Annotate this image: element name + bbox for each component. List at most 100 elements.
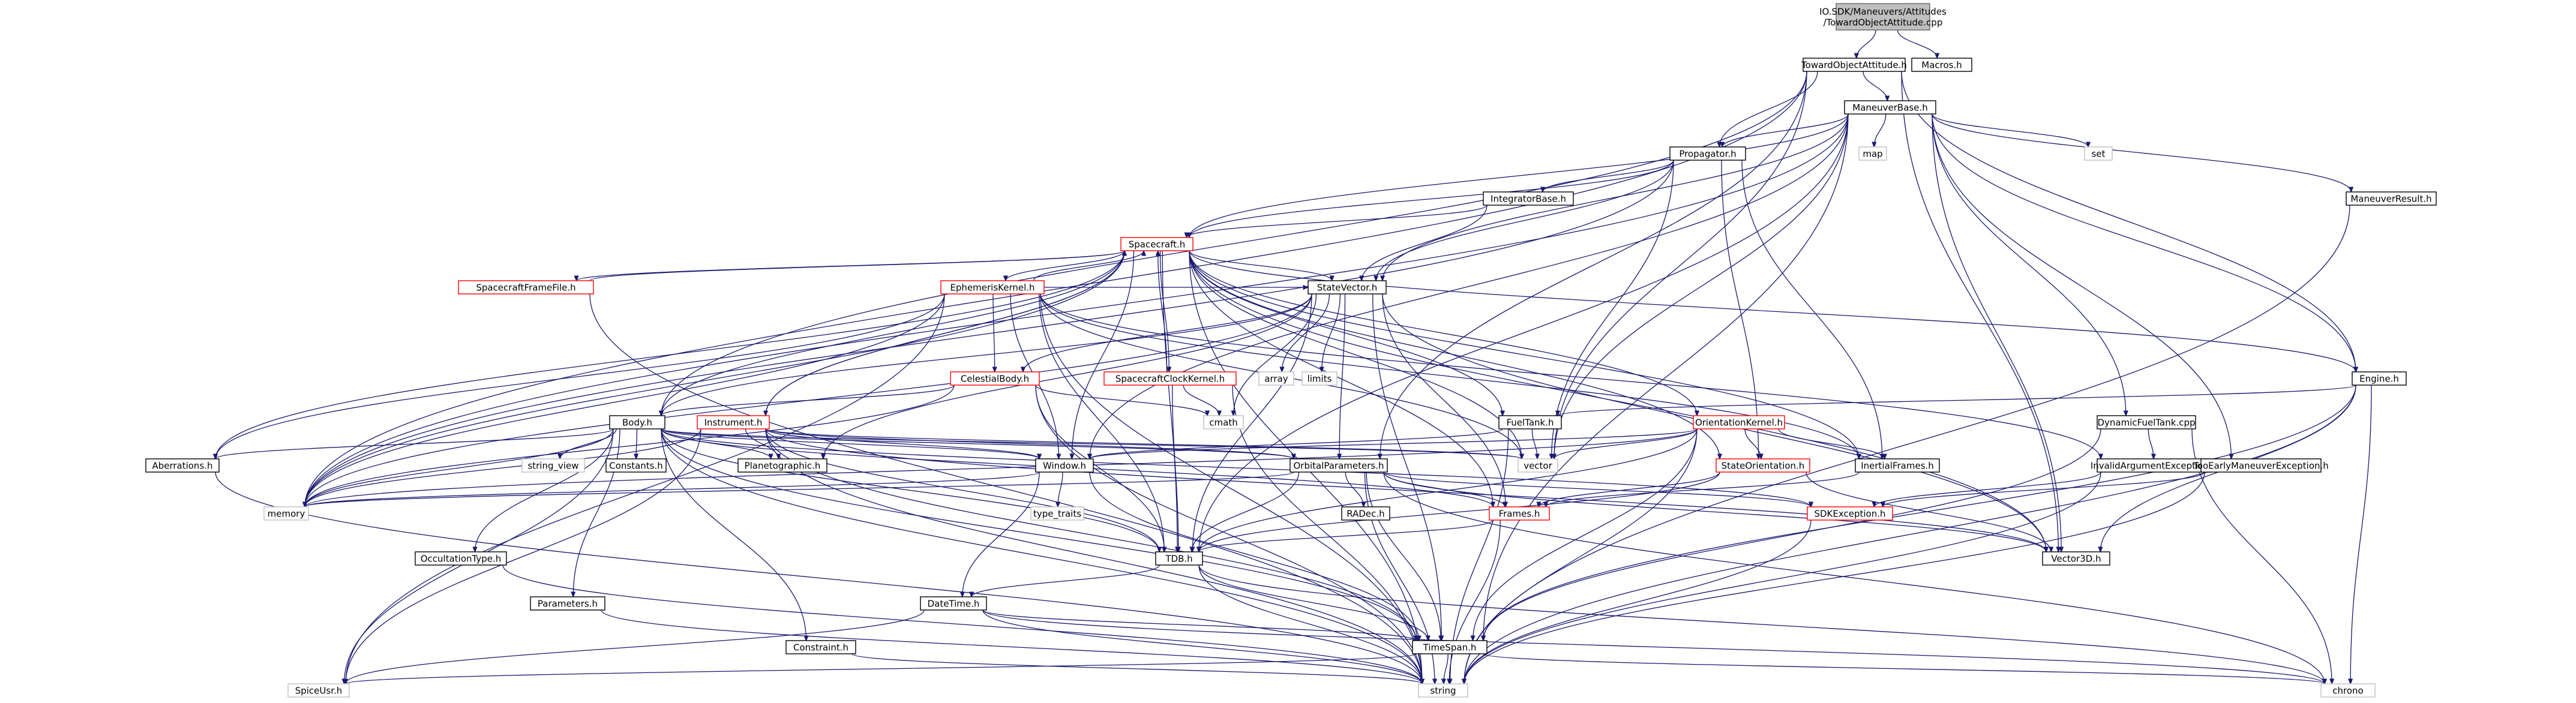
edge-scclock-to-cmath: [1183, 384, 1219, 416]
node-scclock[interactable]: SpacecraftClockKernel.h: [1103, 371, 1237, 386]
edge-engine-to-chrono: [2350, 384, 2372, 684]
edge-integratorbase-to-statevector: [1362, 205, 1488, 281]
edge-instrument-to-memory: [305, 428, 701, 507]
edge-invalidarg-to-string: [1464, 471, 2101, 684]
edge-spacecraft-to-window: [1072, 250, 1135, 459]
node-instrument[interactable]: Instrument.h: [697, 415, 770, 429]
node-statevector[interactable]: StateVector.h: [1308, 280, 1387, 295]
node-stateorientation-box: [1716, 458, 1810, 473]
edge-ephemeris-to-inertialframes: [1040, 293, 1859, 459]
edge-layer: [215, 29, 2372, 684]
node-array-label: array: [1264, 374, 1288, 384]
node-sdkexception[interactable]: SDKException.h: [1807, 506, 1893, 521]
node-instrument-label: Instrument.h: [704, 417, 763, 428]
edge-stateorientation-to-tdb: [1199, 471, 1720, 552]
node-frames[interactable]: Frames.h: [1489, 506, 1550, 521]
node-planetographic-box: [737, 458, 827, 473]
node-fueltank[interactable]: FuelTank.h: [1498, 415, 1562, 429]
node-dynfueltank[interactable]: DynamicFuelTank.cpp: [2097, 415, 2196, 429]
edge-body-to-string_view: [560, 428, 617, 459]
node-memory-label: memory: [268, 509, 305, 519]
edge-window-to-type_traits: [1058, 471, 1063, 507]
node-parameters[interactable]: Parameters.h: [530, 596, 605, 611]
node-engine[interactable]: Engine.h: [2352, 371, 2407, 386]
node-inertialframes[interactable]: InertialFrames.h: [1855, 458, 1940, 473]
node-radec[interactable]: RADec.h: [1341, 506, 1390, 521]
node-stateorientation[interactable]: StateOrientation.h: [1716, 458, 1810, 473]
node-constants-box: [605, 458, 667, 473]
node-scclock-label: SpacecraftClockKernel.h: [1115, 374, 1225, 384]
edge-spacecraft-to-frames: [1189, 250, 1493, 507]
edge-parameters-to-string: [601, 609, 1422, 684]
edge-spacecraft-to-vector3d: [1189, 250, 2046, 552]
node-integratorbase-box: [1483, 191, 1574, 206]
node-set-box: [2084, 146, 2113, 161]
edge-maneuverbase-to-window: [1090, 113, 1849, 459]
node-inertialframes-box: [1855, 458, 1940, 473]
node-integratorbase[interactable]: IntegratorBase.h: [1483, 191, 1574, 206]
node-scframefile[interactable]: SpacecraftFrameFile.h: [458, 280, 594, 295]
edge-toward-to-orbitalparams: [1380, 71, 1807, 459]
node-orbitalparams[interactable]: OrbitalParameters.h: [1290, 458, 1388, 473]
node-occultation[interactable]: OccultationType.h: [415, 551, 507, 566]
edge-ephemeris-to-spiceusr: [346, 293, 945, 684]
node-body[interactable]: Body.h: [609, 415, 665, 429]
node-vector3d[interactable]: Vector3D.h: [2042, 551, 2110, 566]
node-invalidarg[interactable]: InvalidArgumentException.h: [2091, 458, 2218, 473]
node-engine-label: Engine.h: [2359, 374, 2399, 384]
node-ephemeris[interactable]: EphemerisKernel.h: [940, 280, 1045, 295]
node-macros[interactable]: Macros.h: [1911, 58, 1972, 72]
node-maneuverbase-box: [1844, 100, 1936, 115]
node-aberrations[interactable]: Aberrations.h: [145, 458, 220, 473]
edge-body-to-constraint: [661, 428, 806, 641]
node-root[interactable]: IO.SDK/Maneuvers/Attitudes/TowardObjectA…: [1819, 3, 1947, 31]
edge-body-to-string: [661, 428, 1422, 684]
edge-inertialframes-to-frames: [1546, 471, 1860, 507]
edge-spacecraft-to-body: [661, 250, 1125, 416]
edge-instrument-to-string: [765, 428, 1422, 684]
edge-statevector-to-planetographic: [823, 293, 1312, 459]
node-constants[interactable]: Constants.h: [605, 458, 667, 473]
node-layer: IO.SDK/Maneuvers/Attitudes/TowardObjectA…: [145, 3, 2437, 698]
edge-statevector-to-orbitalparams: [1339, 293, 1346, 459]
node-maneuverresult[interactable]: ManeuverResult.h: [2346, 191, 2437, 206]
edge-body-to-memory: [305, 428, 614, 507]
node-propagator-box: [1669, 146, 1746, 161]
node-maneuverresult-label: ManeuverResult.h: [2350, 194, 2431, 205]
node-celestial[interactable]: CelestialBody.h: [950, 371, 1040, 386]
edge-body-to-timespan: [661, 428, 1416, 641]
edge-propagator-to-integratorbase: [1543, 160, 1674, 192]
node-spacecraft[interactable]: Spacecraft.h: [1120, 237, 1193, 251]
node-orientationkernel[interactable]: OrientationKernel.h: [1693, 415, 1785, 429]
edge-orbitalparams-to-sdkexception: [1383, 471, 1811, 507]
node-planetographic[interactable]: Planetographic.h: [737, 458, 827, 473]
node-constraint-box: [785, 640, 856, 654]
node-tdb[interactable]: TDB.h: [1155, 551, 1203, 566]
node-maneuverbase[interactable]: ManeuverBase.h: [1844, 100, 1936, 115]
node-propagator[interactable]: Propagator.h: [1669, 146, 1746, 161]
edge-fueltank-to-vector: [1531, 428, 1537, 459]
node-datetime[interactable]: DateTime.h: [920, 596, 987, 611]
edge-maneuverbase-to-memory: [305, 113, 1849, 507]
edge-spacecraft-to-stateorientation: [1189, 250, 1720, 459]
edge-instrument-to-spacecraft: [765, 251, 1124, 416]
edge-ephemeris-to-string: [1040, 293, 1422, 684]
edge-tdb-to-chrono: [1198, 564, 2325, 684]
node-sdkexception-label: SDKException.h: [1814, 509, 1885, 519]
node-toward[interactable]: TowardObjectAttitude.h: [1801, 58, 1907, 72]
node-timespan[interactable]: TimeSpan.h: [1412, 640, 1488, 654]
node-constraint[interactable]: Constraint.h: [785, 640, 856, 654]
node-statevector-box: [1308, 280, 1387, 295]
node-tdb-box: [1155, 551, 1203, 566]
edge-datetime-to-timespan: [982, 609, 1416, 641]
edge-timespan-to-chrono: [1483, 653, 2325, 684]
edge-spacecraft-to-inertialframes: [1189, 250, 1859, 459]
node-invalidarg-label: InvalidArgumentException.h: [2091, 461, 2218, 471]
edge-spacecraft-to-aberrations: [215, 250, 1125, 459]
edge-toward-to-maneuverbase: [1863, 71, 1887, 101]
node-frames-box: [1489, 506, 1550, 521]
node-planetographic-label: Planetographic.h: [745, 461, 821, 471]
node-window[interactable]: Window.h: [1035, 458, 1094, 473]
node-frames-label: Frames.h: [1499, 509, 1540, 519]
node-tooearly[interactable]: TooEarlyManeuverException.h: [2193, 458, 2329, 473]
